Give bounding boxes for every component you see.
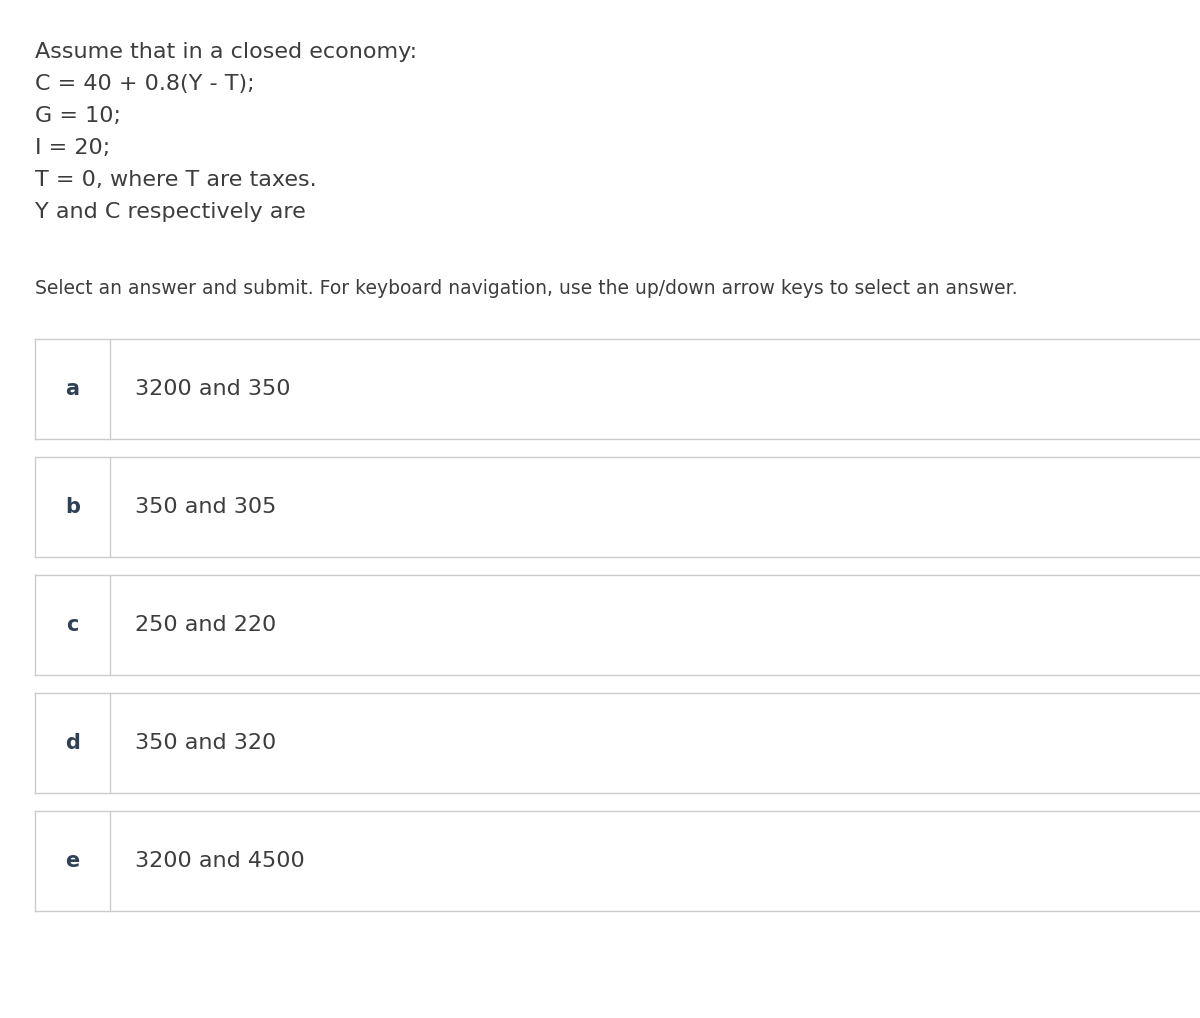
Text: c: c <box>66 615 79 635</box>
Text: a: a <box>66 379 79 399</box>
Text: Assume that in a closed economy:: Assume that in a closed economy: <box>35 42 418 62</box>
Text: I = 20;: I = 20; <box>35 138 110 158</box>
Text: 3200 and 350: 3200 and 350 <box>134 379 290 399</box>
Text: d: d <box>65 733 80 753</box>
Text: b: b <box>65 497 80 517</box>
Text: 250 and 220: 250 and 220 <box>134 615 276 635</box>
Text: G = 10;: G = 10; <box>35 106 121 126</box>
Text: 350 and 320: 350 and 320 <box>134 733 276 753</box>
Text: 3200 and 4500: 3200 and 4500 <box>134 851 305 871</box>
Text: Select an answer and submit. For keyboard navigation, use the up/down arrow keys: Select an answer and submit. For keyboar… <box>35 279 1018 298</box>
Text: C = 40 + 0.8(Y - T);: C = 40 + 0.8(Y - T); <box>35 74 254 94</box>
Text: e: e <box>65 851 79 871</box>
Text: T = 0, where T are taxes.: T = 0, where T are taxes. <box>35 170 317 190</box>
Text: 350 and 305: 350 and 305 <box>134 497 276 517</box>
Text: Y and C respectively are: Y and C respectively are <box>35 202 306 222</box>
